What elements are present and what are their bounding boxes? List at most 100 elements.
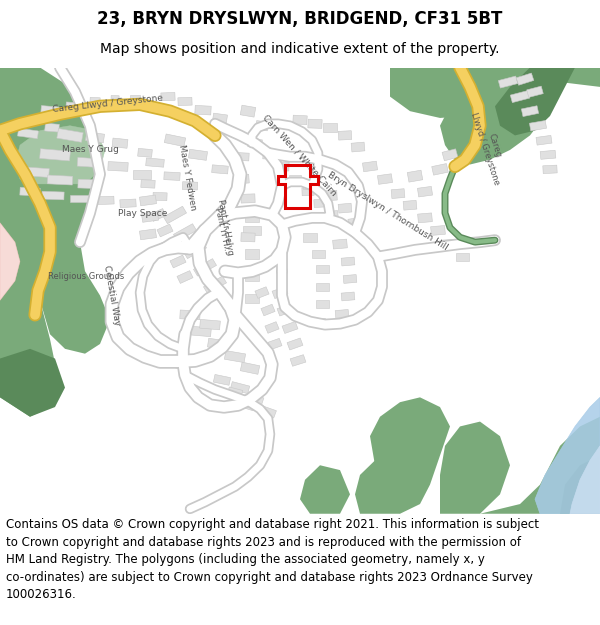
Polygon shape (343, 274, 357, 283)
Polygon shape (184, 241, 206, 259)
Polygon shape (150, 209, 166, 221)
Polygon shape (153, 192, 167, 201)
Text: Celestial Way: Celestial Way (102, 264, 122, 326)
Polygon shape (527, 86, 543, 98)
Polygon shape (177, 271, 193, 283)
Polygon shape (141, 179, 155, 188)
Polygon shape (193, 259, 217, 276)
Polygon shape (314, 199, 326, 208)
Polygon shape (335, 309, 349, 318)
Polygon shape (235, 174, 249, 184)
Polygon shape (302, 188, 314, 196)
Polygon shape (245, 214, 259, 222)
Polygon shape (323, 191, 337, 201)
Polygon shape (164, 239, 180, 252)
Polygon shape (243, 226, 261, 236)
Polygon shape (203, 276, 227, 294)
Polygon shape (443, 239, 457, 249)
Polygon shape (47, 175, 73, 185)
Polygon shape (0, 349, 65, 417)
Polygon shape (536, 136, 552, 145)
Polygon shape (570, 446, 600, 514)
Polygon shape (41, 106, 59, 117)
Text: Careg Llwyd / Greystone: Careg Llwyd / Greystone (52, 93, 163, 114)
Polygon shape (255, 287, 269, 298)
Polygon shape (164, 172, 180, 181)
Polygon shape (237, 152, 249, 161)
Polygon shape (455, 253, 469, 261)
Polygon shape (214, 374, 230, 385)
Polygon shape (173, 224, 197, 241)
Polygon shape (431, 226, 445, 236)
Polygon shape (351, 142, 365, 152)
Text: Careg
Llwyd / Greystone: Careg Llwyd / Greystone (469, 108, 511, 186)
Polygon shape (263, 150, 277, 159)
Polygon shape (300, 465, 350, 514)
Polygon shape (96, 196, 114, 204)
Polygon shape (521, 106, 539, 117)
Polygon shape (303, 179, 317, 189)
Polygon shape (161, 92, 175, 101)
Polygon shape (403, 201, 417, 210)
Polygon shape (241, 399, 256, 411)
Polygon shape (241, 232, 255, 242)
Polygon shape (355, 461, 405, 514)
Polygon shape (391, 189, 405, 199)
Polygon shape (245, 271, 259, 281)
Polygon shape (241, 194, 255, 203)
Polygon shape (377, 174, 392, 184)
Polygon shape (120, 199, 136, 208)
Polygon shape (200, 319, 220, 330)
Polygon shape (418, 186, 433, 197)
Polygon shape (0, 222, 20, 301)
Polygon shape (164, 134, 186, 146)
Polygon shape (498, 76, 518, 88)
Polygon shape (308, 119, 322, 128)
Polygon shape (44, 123, 59, 132)
Polygon shape (510, 91, 530, 103)
Text: Play Space: Play Space (118, 209, 167, 217)
Polygon shape (157, 224, 173, 237)
Polygon shape (20, 188, 40, 196)
Polygon shape (65, 102, 79, 111)
Polygon shape (440, 422, 510, 514)
Polygon shape (282, 321, 298, 334)
Polygon shape (495, 68, 575, 136)
Polygon shape (15, 126, 105, 184)
Polygon shape (289, 175, 301, 183)
Polygon shape (195, 106, 211, 115)
Polygon shape (326, 211, 338, 219)
Polygon shape (230, 382, 250, 394)
Polygon shape (277, 162, 289, 171)
Polygon shape (133, 170, 151, 179)
Polygon shape (348, 217, 362, 228)
Polygon shape (108, 162, 128, 171)
Polygon shape (111, 96, 119, 104)
Polygon shape (0, 68, 60, 417)
Polygon shape (260, 406, 277, 418)
Polygon shape (137, 148, 152, 158)
Text: Pant Yr Helyg: Pant Yr Helyg (215, 199, 235, 256)
Polygon shape (240, 105, 256, 117)
Polygon shape (240, 362, 260, 374)
Polygon shape (212, 113, 227, 123)
Polygon shape (480, 417, 600, 514)
Polygon shape (293, 115, 307, 124)
Polygon shape (390, 68, 600, 118)
Polygon shape (245, 249, 259, 259)
Polygon shape (70, 194, 90, 202)
Polygon shape (432, 164, 448, 175)
Polygon shape (178, 98, 192, 106)
Text: Map shows position and indicative extent of the property.: Map shows position and indicative extent… (100, 42, 500, 56)
Polygon shape (268, 338, 282, 349)
Polygon shape (17, 128, 38, 139)
Polygon shape (529, 121, 547, 131)
Polygon shape (245, 294, 259, 303)
Text: Bryn Dryslwyn / Thornbush Hill: Bryn Dryslwyn / Thornbush Hill (326, 170, 449, 252)
Polygon shape (27, 167, 49, 177)
Polygon shape (516, 73, 534, 85)
Polygon shape (303, 233, 317, 242)
Polygon shape (311, 250, 325, 258)
Polygon shape (227, 387, 243, 398)
Polygon shape (316, 301, 329, 308)
